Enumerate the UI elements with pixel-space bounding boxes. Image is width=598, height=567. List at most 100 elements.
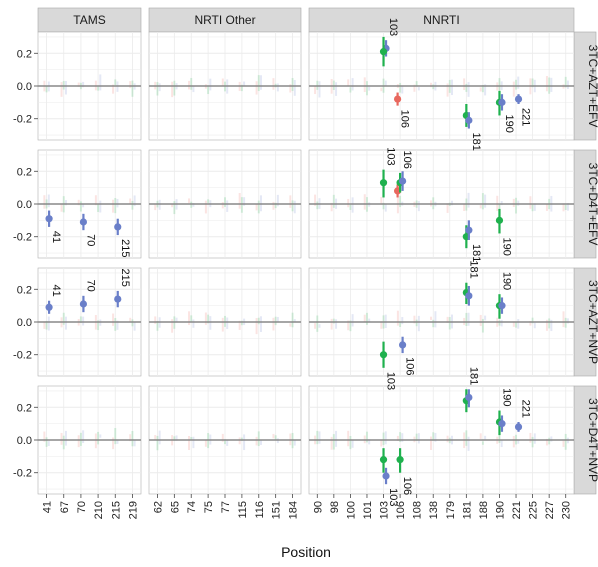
- point-marker: [379, 48, 388, 56]
- point-marker: [398, 341, 407, 349]
- y-tick-label: 0.2: [17, 402, 32, 414]
- panel: [37, 267, 142, 377]
- x-tick-label: 100: [345, 501, 357, 519]
- point-label: 106: [404, 357, 416, 375]
- y-tick-label: 0.2: [17, 48, 32, 60]
- point-marker: [465, 292, 473, 300]
- panel: [148, 385, 302, 495]
- data-point: 106: [396, 448, 413, 495]
- point-marker: [465, 393, 473, 402]
- point-marker: [45, 303, 53, 311]
- point-label: 106: [401, 151, 413, 169]
- x-tick-label: 225: [528, 501, 540, 519]
- y-tick-label: 0.2: [17, 284, 32, 296]
- data-point: 190: [495, 208, 512, 256]
- row-strip-label: 3TC+AZT+EFV: [586, 45, 598, 128]
- data-point: [498, 415, 506, 432]
- x-tick-label: 101: [362, 501, 374, 519]
- point-marker: [498, 420, 506, 428]
- y-tick-label: -0.2: [13, 114, 32, 126]
- point-marker: [398, 177, 407, 185]
- data-point: 190: [498, 94, 515, 133]
- y-tick-label: 0.0: [17, 199, 32, 211]
- panel: [37, 31, 142, 141]
- row-strip-label: 3TC+D4T+NVP: [586, 398, 598, 482]
- data-point: [465, 286, 473, 306]
- panel: [308, 31, 575, 141]
- x-tick-label: 227: [544, 501, 556, 519]
- point-label: 190: [500, 272, 512, 290]
- x-tick-label: 67: [59, 501, 71, 513]
- data-point: 181: [465, 112, 482, 151]
- x-tick-label: 151: [271, 501, 283, 519]
- x-tick-label: 138: [428, 501, 440, 519]
- x-tick-label: 215: [110, 501, 122, 519]
- point-label: 190: [500, 237, 512, 255]
- x-tick-label: 41: [42, 501, 54, 513]
- panel: [308, 267, 575, 377]
- point-marker: [379, 351, 388, 359]
- data-point: 181: [465, 220, 482, 262]
- data-point: 103: [379, 341, 397, 390]
- data-point: 215: [114, 269, 131, 308]
- point-label: 70: [84, 280, 96, 292]
- point-marker: [514, 423, 523, 431]
- x-tick-label: 190: [494, 501, 506, 519]
- x-tick-label: 90: [312, 501, 324, 513]
- panel: [37, 385, 142, 495]
- data-point: [498, 297, 506, 314]
- data-point: [379, 36, 388, 67]
- point-marker: [498, 302, 506, 310]
- point-label: 190: [503, 115, 515, 133]
- panel: [148, 31, 302, 141]
- panel: [148, 267, 302, 377]
- y-tick-label: -0.2: [13, 350, 32, 362]
- x-tick-label: 115: [237, 501, 249, 519]
- x-tick-label: 106: [395, 501, 407, 519]
- x-tick-label: 188: [478, 501, 490, 519]
- data-point: [398, 171, 407, 191]
- point-marker: [79, 218, 88, 226]
- data-point: 221: [514, 94, 532, 126]
- x-tick-label: 103: [379, 501, 391, 519]
- y-tick-label: 0.0: [17, 435, 32, 447]
- x-tick-label: 70: [76, 501, 88, 513]
- data-point: 103: [379, 147, 397, 198]
- point-label: 70: [84, 234, 96, 246]
- point-marker: [514, 95, 523, 103]
- point-label: 181: [470, 133, 482, 151]
- x-tick-label: 74: [186, 501, 198, 513]
- point-label: 181: [467, 260, 479, 278]
- point-label: 106: [399, 110, 411, 128]
- point-marker: [379, 179, 388, 187]
- y-tick-label: 0.0: [17, 81, 32, 93]
- data-point: 41: [45, 284, 62, 314]
- row-strip-label: 3TC+AZT+NVP: [586, 280, 598, 364]
- point-marker: [465, 116, 473, 124]
- point-label: 103: [385, 372, 397, 390]
- point-label: 103: [387, 488, 399, 506]
- x-tick-label: 116: [254, 501, 266, 519]
- point-marker: [382, 472, 390, 480]
- point-label: 181: [467, 367, 479, 385]
- point-marker: [45, 215, 53, 223]
- x-tick-label: 210: [93, 501, 105, 519]
- point-label: 215: [119, 239, 131, 257]
- point-marker: [393, 95, 402, 103]
- y-tick-label: 0.2: [17, 166, 32, 178]
- data-point: 221: [514, 400, 532, 432]
- point-marker: [495, 216, 504, 224]
- data-point: 70: [79, 213, 96, 246]
- column-strip: [148, 7, 302, 33]
- x-tick-label: 181: [461, 501, 473, 519]
- panel: [148, 149, 302, 259]
- data-point: [379, 448, 388, 473]
- point-label: 103: [387, 18, 399, 36]
- point-marker: [379, 456, 388, 464]
- x-tick-label: 219: [127, 501, 139, 519]
- x-tick-label: 65: [169, 501, 181, 513]
- point-marker: [498, 98, 506, 106]
- point-label: 221: [520, 400, 532, 418]
- x-tick-label: 184: [288, 501, 300, 519]
- x-axis-title: Position: [281, 544, 331, 560]
